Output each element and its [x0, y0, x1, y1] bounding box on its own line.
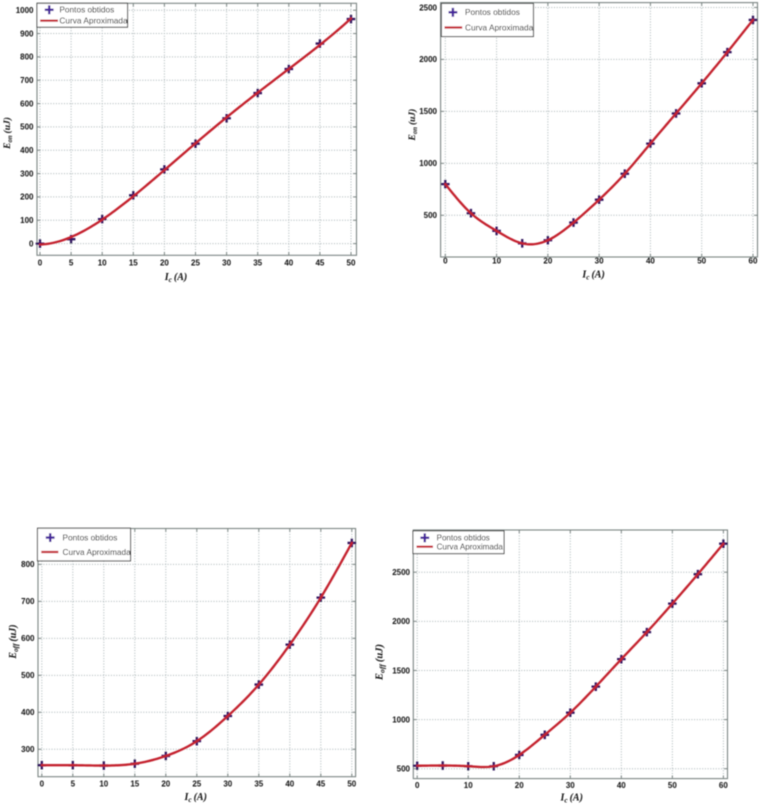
svg-text:5: 5: [69, 259, 74, 268]
svg-text:20: 20: [515, 781, 524, 790]
svg-text:0: 0: [415, 781, 420, 790]
svg-text:50: 50: [668, 781, 677, 790]
svg-text:900: 900: [20, 29, 34, 38]
svg-text:20: 20: [543, 256, 552, 265]
svg-text:700: 700: [21, 597, 35, 606]
svg-text:Pontos obtidos: Pontos obtidos: [59, 5, 114, 15]
svg-text:Eoff (uJ): Eoff (uJ): [374, 644, 386, 681]
svg-text:35: 35: [254, 779, 263, 788]
svg-text:Ic (A): Ic (A): [559, 793, 582, 805]
svg-text:300: 300: [21, 745, 35, 754]
svg-text:50: 50: [347, 259, 356, 268]
svg-text:20: 20: [161, 779, 170, 788]
svg-text:60: 60: [719, 781, 728, 790]
svg-text:Pontos obtidos: Pontos obtidos: [63, 533, 118, 543]
svg-text:15: 15: [129, 259, 138, 268]
svg-text:0: 0: [443, 256, 448, 265]
svg-text:700: 700: [20, 76, 34, 85]
svg-text:Ic (A): Ic (A): [183, 792, 206, 804]
svg-text:2500: 2500: [392, 568, 410, 577]
svg-text:2000: 2000: [419, 55, 437, 64]
svg-text:500: 500: [20, 123, 34, 132]
svg-text:25: 25: [192, 779, 201, 788]
svg-text:Curva Aproximada: Curva Aproximada: [59, 16, 128, 26]
svg-text:45: 45: [315, 259, 324, 268]
svg-text:1500: 1500: [392, 666, 410, 675]
svg-text:2000: 2000: [392, 617, 410, 626]
svg-text:5: 5: [71, 779, 76, 788]
svg-text:60: 60: [749, 256, 758, 265]
svg-text:Ic (A): Ic (A): [581, 270, 604, 282]
svg-text:40: 40: [646, 256, 655, 265]
svg-text:45: 45: [316, 779, 325, 788]
svg-text:Ic (A): Ic (A): [164, 272, 187, 284]
svg-text:800: 800: [20, 53, 34, 62]
svg-text:Curva Aproximada: Curva Aproximada: [465, 22, 534, 32]
svg-text:0: 0: [29, 239, 34, 248]
svg-text:10: 10: [98, 259, 107, 268]
svg-text:25: 25: [191, 259, 200, 268]
svg-text:1000: 1000: [419, 159, 437, 168]
svg-text:400: 400: [21, 708, 35, 717]
svg-text:50: 50: [347, 779, 356, 788]
svg-text:1000: 1000: [392, 715, 410, 724]
svg-text:0: 0: [38, 259, 43, 268]
svg-text:40: 40: [617, 781, 626, 790]
svg-text:10: 10: [464, 781, 473, 790]
svg-text:30: 30: [223, 779, 232, 788]
svg-text:30: 30: [595, 256, 604, 265]
svg-text:40: 40: [285, 779, 294, 788]
svg-text:0: 0: [40, 779, 45, 788]
svg-text:500: 500: [21, 671, 35, 680]
svg-text:500: 500: [397, 765, 411, 774]
svg-text:500: 500: [424, 211, 438, 220]
svg-text:Eon (uJ): Eon (uJ): [407, 109, 419, 142]
svg-text:Pontos obtidos: Pontos obtidos: [465, 7, 520, 17]
svg-text:Curva Aproximada: Curva Aproximada: [437, 543, 504, 552]
svg-text:35: 35: [253, 259, 262, 268]
svg-text:2500: 2500: [419, 3, 437, 12]
svg-text:Pontos obtidos: Pontos obtidos: [437, 534, 490, 543]
svg-text:600: 600: [20, 99, 34, 108]
svg-text:20: 20: [160, 259, 169, 268]
svg-text:200: 200: [20, 193, 34, 202]
svg-text:800: 800: [21, 560, 35, 569]
svg-text:15: 15: [130, 779, 139, 788]
svg-text:10: 10: [99, 779, 108, 788]
svg-text:50: 50: [697, 256, 706, 265]
svg-text:Eon (uJ): Eon (uJ): [2, 117, 14, 150]
svg-text:600: 600: [21, 634, 35, 643]
svg-text:30: 30: [566, 781, 575, 790]
svg-text:10: 10: [492, 256, 501, 265]
svg-text:40: 40: [284, 259, 293, 268]
svg-text:300: 300: [20, 169, 34, 178]
svg-text:1000: 1000: [16, 6, 34, 15]
svg-text:400: 400: [20, 146, 34, 155]
svg-text:Curva Aproximada: Curva Aproximada: [63, 547, 132, 557]
svg-text:30: 30: [222, 259, 231, 268]
svg-text:Eoff (uJ): Eoff (uJ): [8, 624, 20, 659]
svg-text:1500: 1500: [419, 107, 437, 116]
svg-text:100: 100: [20, 216, 34, 225]
